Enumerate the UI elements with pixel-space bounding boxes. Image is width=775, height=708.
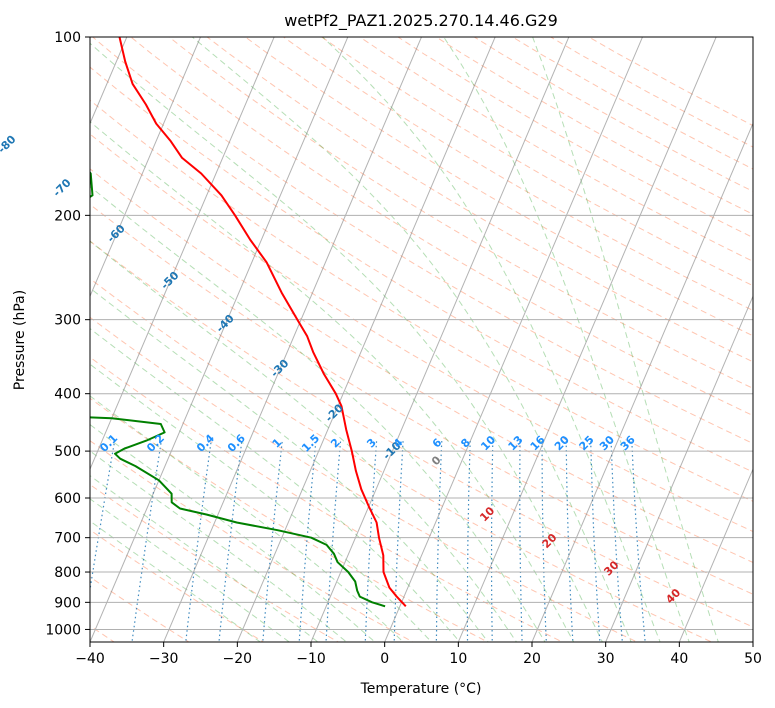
- isotherm-line: [678, 467, 753, 642]
- y-tick-label: 400: [54, 387, 81, 403]
- x-tick-label: 20: [523, 651, 541, 667]
- x-tick-label: −10: [296, 651, 326, 667]
- dry-adiabat-line: [90, 278, 713, 642]
- mixing-ratio-line: [631, 440, 646, 642]
- moist-adiabat-line: [90, 240, 518, 642]
- dry-adiabat-line: [90, 397, 489, 642]
- isotherm-line: [90, 37, 349, 642]
- mixing-ratio-line: [435, 440, 443, 642]
- x-tick-label: −30: [149, 651, 179, 667]
- moist-adiabat-line: [90, 287, 489, 642]
- mixing-ratio-line: [262, 440, 283, 642]
- isotherm-line: [310, 37, 570, 642]
- x-tick-label: 0: [380, 651, 389, 667]
- isotherm-line: [457, 37, 717, 642]
- x-tick-label: 10: [449, 651, 467, 667]
- x-axis-label: Temperature (°C): [360, 681, 482, 697]
- dry-adiabat-line: [90, 203, 753, 595]
- x-tick-label: −20: [223, 651, 253, 667]
- y-tick-label: 900: [54, 595, 81, 611]
- mixing-ratio-line: [541, 440, 547, 642]
- moist-adiabat-line: [322, 37, 661, 642]
- dewpoint-line: [90, 171, 386, 608]
- x-tick-label: 40: [670, 651, 688, 667]
- isotherm-line: [90, 37, 275, 471]
- y-tick-label: 1000: [45, 622, 81, 638]
- temperature-line: [118, 37, 407, 607]
- mixing-ratio-line: [218, 440, 243, 642]
- y-axis: 100 200 300 400 500 600 700 800 900 1000: [45, 30, 90, 638]
- y-tick-label: 800: [54, 565, 81, 581]
- dry-adiabat-line: [168, 37, 753, 389]
- moist-adiabat-line: [90, 520, 262, 642]
- dry-adiabat-line: [90, 66, 753, 473]
- isotherm-line: [90, 37, 202, 298]
- dry-adiabat-line: [282, 37, 753, 312]
- x-tick-label: −40: [75, 651, 105, 667]
- isotherm-line: [384, 37, 644, 642]
- y-tick-label: 200: [54, 208, 81, 224]
- mixing-ratio-line: [565, 440, 574, 642]
- mixing-ratio-line: [466, 440, 471, 642]
- dry-adiabat-line: [90, 240, 753, 628]
- y-tick-label: 300: [54, 313, 81, 329]
- dry-adiabat-line: [90, 356, 564, 642]
- isotherm-line: [163, 37, 423, 642]
- x-axis: −40 −30 −20 −10 0 10 20 30 40 50: [75, 642, 762, 667]
- x-tick-label: 50: [744, 651, 762, 667]
- plot-frame: [89, 36, 754, 643]
- mixing-ratio-line: [519, 440, 523, 642]
- pressure-gridlines: [90, 37, 753, 630]
- mixing-ratio-line: [131, 440, 162, 642]
- isotherm-line: [90, 37, 128, 125]
- mixing-ratio-line: [490, 440, 494, 642]
- dry-adiabat-line: [244, 37, 753, 337]
- y-tick-label: 100: [54, 30, 81, 46]
- mixing-ratio-line: [90, 440, 116, 594]
- isotherm-line: [236, 37, 496, 642]
- y-axis-label: Pressure (hPa): [12, 290, 28, 390]
- y-tick-label: 700: [54, 531, 81, 547]
- mixing-ratio-line: [364, 440, 378, 642]
- chart-title: wetPf2_PAZ1.2025.270.14.46.G29: [284, 11, 558, 31]
- y-tick-label: 500: [54, 444, 81, 460]
- x-tick-label: 30: [597, 651, 615, 667]
- y-tick-label: 600: [54, 491, 81, 507]
- profile-lines: [90, 37, 407, 608]
- isotherm-line: [531, 122, 753, 642]
- dry-adiabat-line: [91, 37, 753, 445]
- dry-adiabat-line: [90, 483, 340, 642]
- isotherm-line: [605, 295, 753, 642]
- moist-adiabat-line: [90, 498, 291, 642]
- mixing-ratio-line: [590, 440, 601, 642]
- dry-adiabat-line: [90, 316, 639, 642]
- dry-adiabat-line: [90, 529, 265, 642]
- mixing-ratio-line: [393, 440, 404, 642]
